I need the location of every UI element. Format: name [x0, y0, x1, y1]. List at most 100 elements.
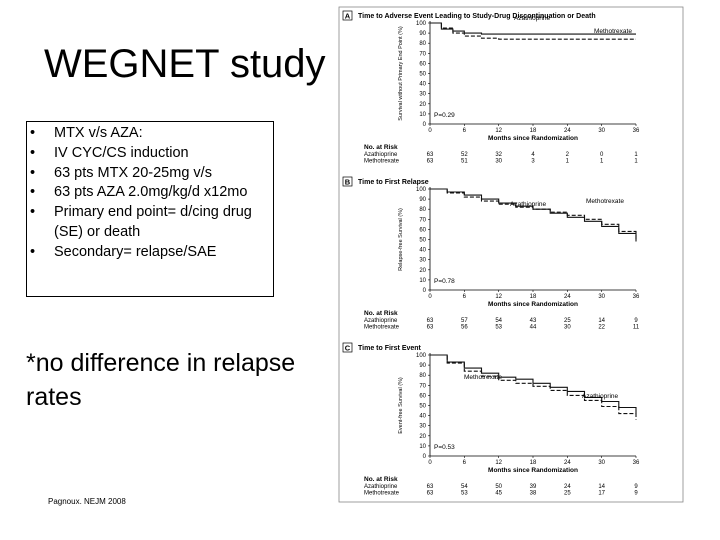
at-risk-value: 63 [427, 152, 434, 158]
y-tick-label: 50 [419, 72, 426, 78]
x-axis-label: Months since Randomization [488, 467, 578, 474]
at-risk-value: 53 [461, 491, 468, 497]
at-risk-value: 1 [566, 159, 570, 165]
y-axis-label: Relapse-free Survival (%) [398, 208, 404, 271]
at-risk-value: 39 [530, 484, 537, 490]
y-tick-label: 70 [419, 383, 426, 389]
methotrexate-curve [430, 188, 637, 240]
x-tick-label: 6 [463, 294, 467, 300]
relapse-note: *no difference in relapse rates [26, 349, 296, 411]
x-tick-label: 12 [495, 294, 502, 300]
x-tick-label: 18 [530, 128, 537, 134]
panel-title: Time to First Relapse [358, 179, 429, 186]
methotrexate-curve [430, 22, 636, 40]
at-risk-row-label: Azathioprine [364, 152, 398, 158]
at-risk-value: 22 [598, 325, 605, 331]
at-risk-value: 52 [461, 152, 468, 158]
y-tick-label: 10 [419, 444, 426, 450]
y-tick-label: 30 [419, 258, 426, 264]
at-risk-value: 57 [461, 318, 468, 324]
at-risk-value: 63 [427, 325, 434, 331]
bullet-item: Secondary= relapse/SAE [30, 243, 270, 263]
panel-letter: A [345, 12, 351, 21]
x-tick-label: 12 [495, 460, 502, 466]
x-tick-label: 12 [495, 128, 502, 134]
at-risk-value: 54 [461, 484, 468, 490]
methotrexate-label: Methotrexate [464, 374, 502, 381]
y-tick-label: 10 [419, 112, 426, 118]
y-tick-label: 40 [419, 248, 426, 254]
panel-letter: C [345, 344, 351, 353]
y-tick-label: 50 [419, 238, 426, 244]
x-tick-label: 36 [633, 128, 640, 134]
x-tick-label: 30 [598, 294, 605, 300]
x-tick-label: 24 [564, 460, 571, 466]
panel-letter-box [342, 342, 353, 353]
x-tick-label: 0 [428, 294, 432, 300]
at-risk-value: 24 [564, 484, 571, 490]
p-value: P=0.53 [434, 444, 455, 451]
at-risk-value: 63 [427, 159, 434, 165]
x-axis-label: Months since Randomization [488, 301, 578, 308]
bullet-list: MTX v/s AZA: IV CYC/CS induction 63 pts … [30, 124, 270, 263]
x-tick-label: 30 [598, 128, 605, 134]
at-risk-value: 9 [634, 318, 638, 324]
panel-letter-box [342, 10, 353, 21]
x-tick-label: 30 [598, 460, 605, 466]
at-risk-title: No. at Risk [364, 310, 398, 317]
y-tick-label: 10 [419, 278, 426, 284]
y-axis-label: Event-free Survival (%) [398, 377, 404, 434]
y-tick-label: 90 [419, 363, 426, 369]
azathioprine-label: Azathioprine [582, 393, 619, 400]
x-axis-label: Months since Randomization [488, 135, 578, 142]
at-risk-value: 17 [598, 491, 605, 497]
at-risk-row-label: Azathioprine [364, 484, 398, 490]
y-tick-label: 20 [419, 434, 426, 440]
at-risk-value: 9 [634, 484, 638, 490]
y-tick-label: 20 [419, 268, 426, 274]
bullet-item: Primary end point= d/cing drug (SE) or d… [30, 203, 270, 243]
bullet-box [26, 121, 274, 297]
citation: Pagnoux. NEJM 2008 [48, 497, 126, 506]
y-tick-label: 80 [419, 41, 426, 47]
x-tick-label: 36 [633, 460, 640, 466]
y-tick-label: 80 [419, 373, 426, 379]
azathioprine-curve [430, 22, 636, 35]
at-risk-value: 38 [530, 491, 537, 497]
p-value: P=0.78 [434, 278, 455, 285]
y-tick-label: 100 [416, 353, 427, 359]
bullet-item: IV CYC/CS induction [30, 144, 270, 164]
at-risk-value: 1 [634, 152, 638, 158]
at-risk-value: 44 [530, 325, 537, 331]
y-tick-label: 70 [419, 51, 426, 57]
y-tick-label: 40 [419, 82, 426, 88]
at-risk-row-label: Methotrexate [364, 325, 400, 331]
panel-title: Time to First Event [358, 345, 422, 352]
p-value: P=0.29 [434, 112, 455, 119]
bullet-item: 63 pts MTX 20-25mg v/s [30, 164, 270, 184]
azathioprine-label: Azathioprine [510, 201, 547, 208]
at-risk-value: 9 [634, 491, 638, 497]
at-risk-value: 1 [634, 159, 638, 165]
panel-title: Time to Adverse Event Leading to Study-D… [358, 13, 596, 20]
at-risk-row-label: Methotrexate [364, 491, 400, 497]
y-tick-label: 80 [419, 207, 426, 213]
panel-letter-box [342, 176, 353, 187]
x-tick-label: 6 [463, 128, 467, 134]
y-tick-label: 100 [416, 21, 427, 27]
methotrexate-label: Methotrexate [594, 28, 632, 35]
at-risk-value: 53 [495, 325, 502, 331]
bullet-item: 63 pts AZA 2.0mg/kg/d x12mo [30, 183, 270, 203]
bullet-item: MTX v/s AZA: [30, 124, 270, 144]
x-tick-label: 36 [633, 294, 640, 300]
at-risk-value: 63 [427, 484, 434, 490]
x-tick-label: 18 [530, 460, 537, 466]
at-risk-value: 14 [598, 484, 605, 490]
at-risk-row-label: Methotrexate [364, 159, 400, 165]
km-figure: A Time to Adverse Event Leading to Study-… [338, 6, 684, 503]
y-tick-label: 0 [423, 122, 427, 128]
at-risk-value: 56 [461, 325, 468, 331]
y-tick-label: 90 [419, 197, 426, 203]
at-risk-value: 32 [495, 152, 502, 158]
at-risk-value: 14 [598, 318, 605, 324]
